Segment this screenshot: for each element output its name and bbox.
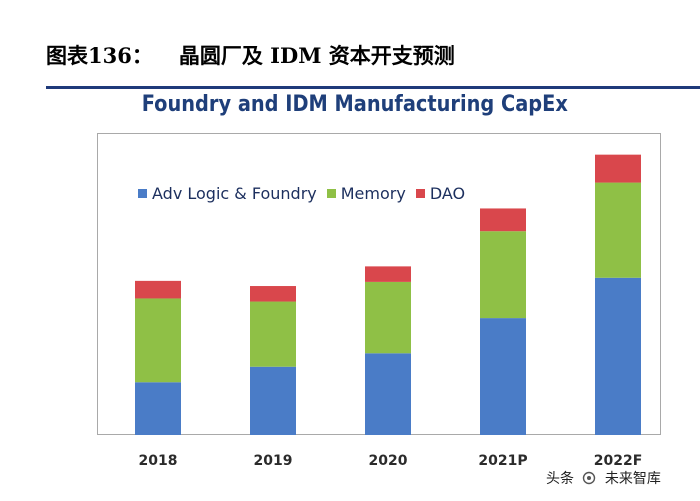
header-rule: [46, 86, 700, 89]
legend-swatch-memory: [326, 189, 336, 198]
bar-segment-dao-2020: [365, 266, 411, 282]
legend-item-memory: Memory: [326, 184, 406, 203]
chart-legend: Adv Logic & Foundry Memory DAO: [138, 184, 475, 203]
watermark-logo-icon: [580, 471, 598, 485]
chart-title: Foundry and IDM Manufacturing CapEx: [141, 92, 568, 117]
legend-swatch-adv-logic: [138, 189, 147, 198]
bar-segment-memory-2019: [250, 301, 296, 367]
x-tick-label-2022F: 2022F: [594, 453, 643, 469]
x-tick-label-2019: 2019: [254, 453, 293, 469]
figure-number-label: 图表136：: [46, 43, 153, 68]
bar-segment-adv-logic-2021P: [480, 318, 526, 435]
bar-segment-adv-logic-2018: [135, 382, 181, 435]
legend-label-dao: DAO: [429, 184, 466, 203]
bar-segment-memory-2021P: [480, 231, 526, 319]
bar-segment-memory-2020: [365, 281, 411, 354]
legend-item-adv-logic: Adv Logic & Foundry: [138, 184, 317, 203]
bar-segment-adv-logic-2022F: [595, 277, 641, 435]
x-tick-label-2020: 2020: [369, 453, 408, 469]
bar-segment-dao-2022F: [595, 154, 641, 183]
figure-title: 图表136： 晶圆厂及 IDM 资本开支预测: [46, 40, 455, 70]
bar-segment-dao-2019: [250, 286, 296, 302]
x-tick-label-2021P: 2021P: [478, 453, 527, 469]
legend-swatch-dao: [415, 189, 425, 198]
bar-segment-dao-2021P: [480, 208, 526, 232]
bar-segment-adv-logic-2020: [365, 353, 411, 435]
bar-segment-dao-2018: [135, 280, 181, 299]
watermark-source: 头条: [546, 471, 574, 487]
bar-segment-memory-2018: [135, 298, 181, 383]
figure-title-text: 晶圆厂及 IDM 资本开支预测: [178, 43, 455, 68]
watermark-brand: 未来智库: [604, 471, 661, 487]
legend-label-adv-logic: Adv Logic & Foundry: [152, 184, 317, 203]
bar-segment-adv-logic-2019: [250, 366, 296, 435]
figure-header: 图表136： 晶圆厂及 IDM 资本开支预测: [0, 0, 700, 95]
legend-label-memory: Memory: [340, 184, 406, 203]
watermark: 头条 未来智库: [546, 468, 661, 488]
legend-item-dao: DAO: [415, 184, 466, 203]
bar-segment-memory-2022F: [595, 182, 641, 278]
x-tick-label-2018: 2018: [139, 453, 178, 469]
